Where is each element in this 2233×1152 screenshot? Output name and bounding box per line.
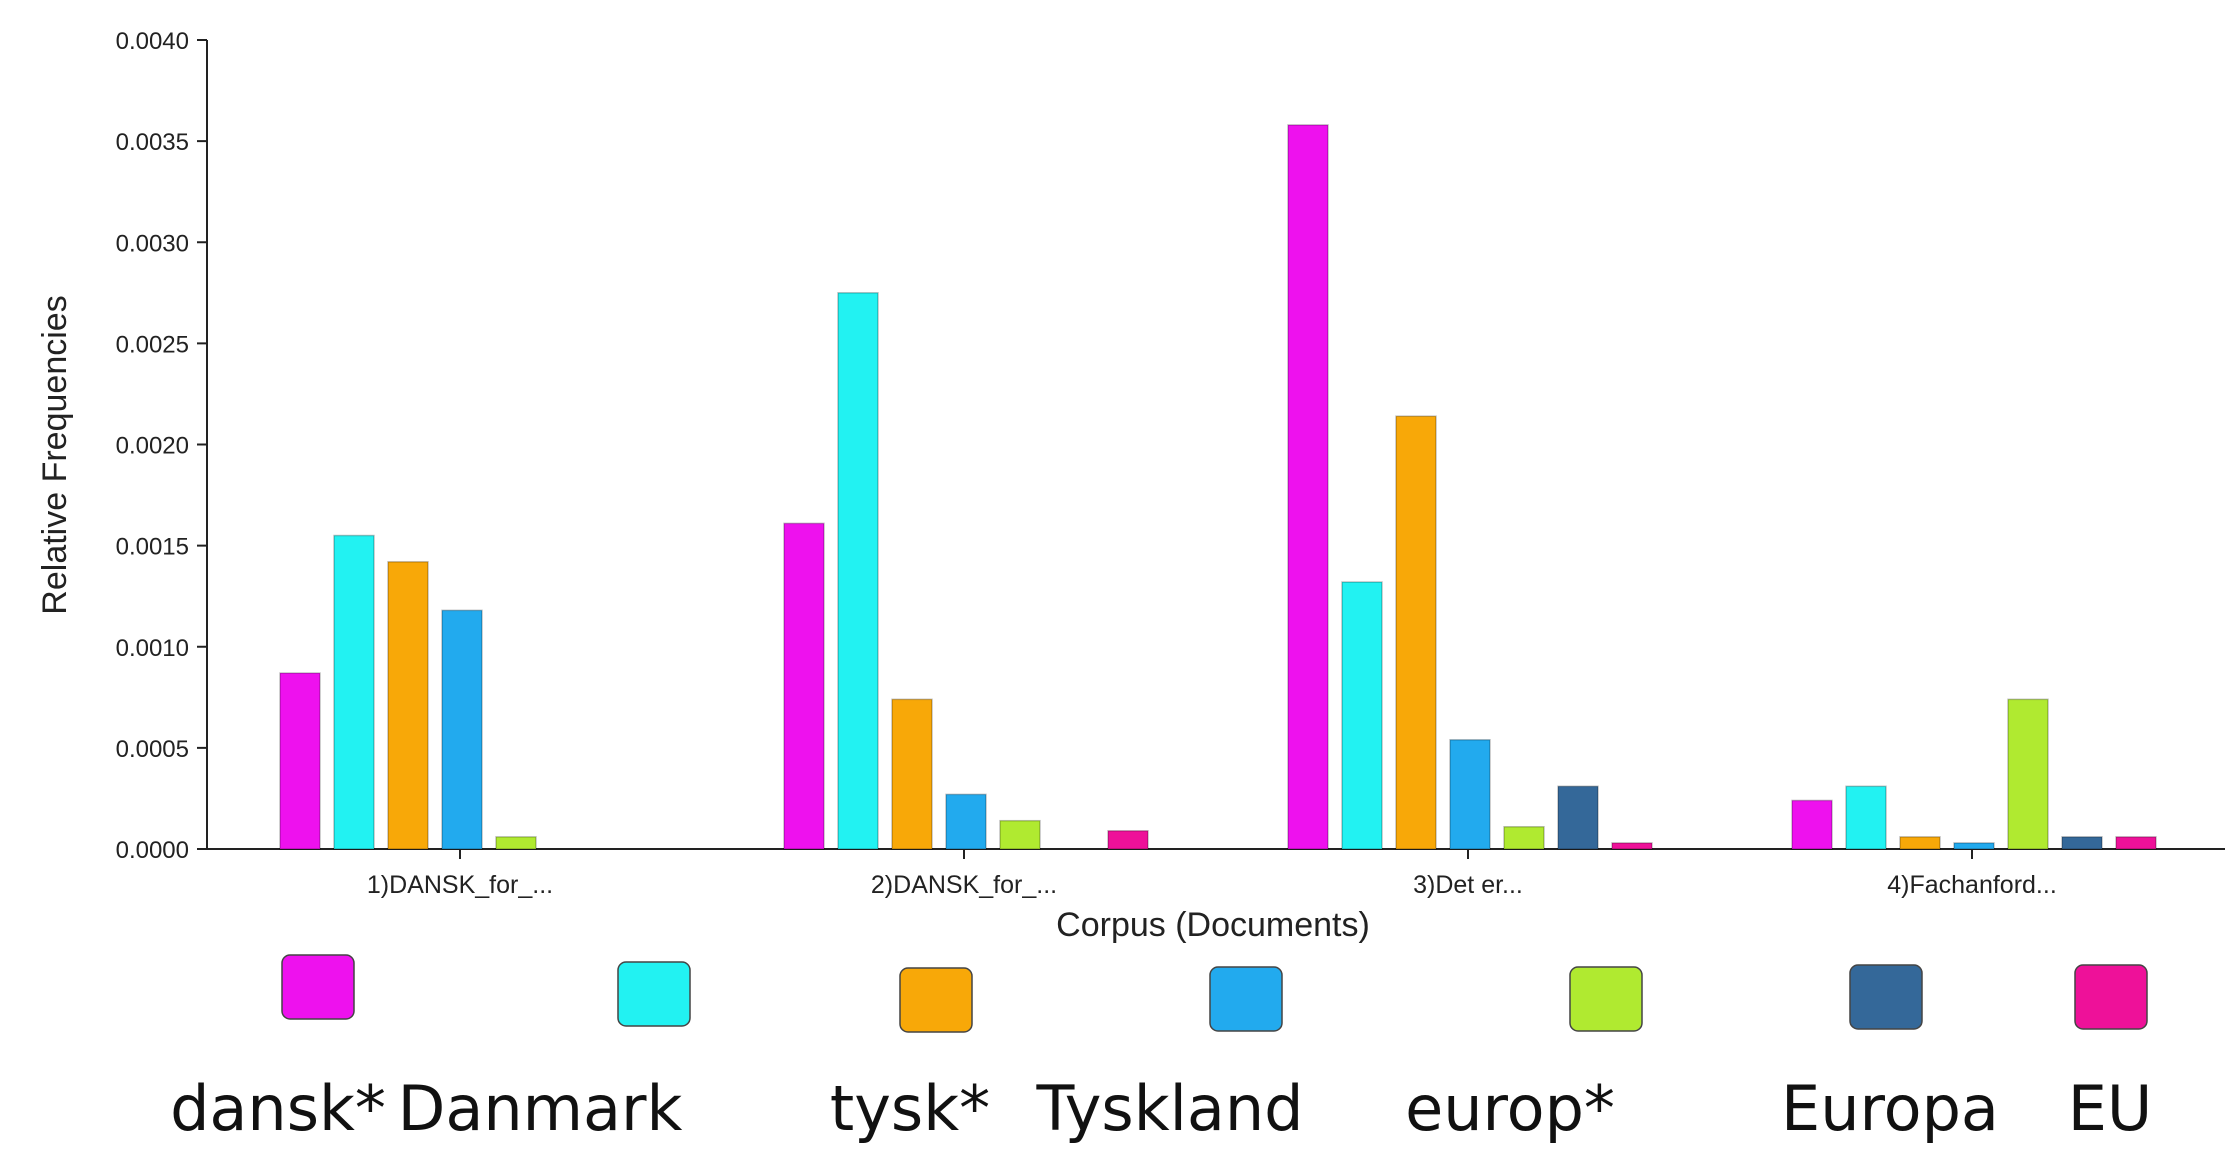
- bar-dansk-4: [1791, 799, 1833, 850]
- bar-tyskland-4: [1953, 842, 1995, 850]
- bar-europ-4: [2007, 698, 2049, 850]
- bar-europa-3: [1557, 785, 1599, 850]
- x-tick-label: 1)DANSK_for_...: [367, 871, 553, 899]
- legend-swatch-6: [1849, 964, 1923, 1030]
- y-tick-label: 0.0000: [116, 837, 189, 864]
- bar-tyskland-1: [441, 609, 483, 850]
- bar-tyskland-2: [945, 793, 987, 850]
- legend: dansk* Danmark tysk* Tyskland europ* Europa EU: [170, 954, 2153, 1145]
- y-tick-label: 0.0040: [116, 28, 189, 55]
- legend-label-5: europ*: [1405, 1072, 1615, 1145]
- bar-eu-2: [1107, 830, 1149, 850]
- bar-tysk-2: [891, 698, 933, 850]
- y-tick-label: 0.0005: [116, 736, 189, 763]
- bar-danmark-1: [333, 534, 375, 850]
- bar-tyskland-3: [1449, 739, 1491, 850]
- bar-europ-1: [495, 836, 537, 850]
- legend-label-4: Tyskland: [1036, 1072, 1304, 1145]
- y-tick-label: 0.0035: [116, 129, 189, 156]
- bar-europ-3: [1503, 826, 1545, 850]
- y-tick-label: 0.0025: [116, 331, 189, 358]
- bar-europ-2: [999, 819, 1041, 850]
- legend-swatch-3: [899, 967, 973, 1033]
- legend-swatch-4: [1209, 966, 1283, 1032]
- legend-swatch-1: [281, 954, 355, 1020]
- y-tick-label: 0.0010: [116, 635, 189, 662]
- x-tick-label: 2)DANSK_for_...: [871, 871, 1057, 899]
- bars-group: [279, 124, 2157, 850]
- y-axis: 0.0000 0.0005 0.0010 0.0015 0.0020 0.0025 0.00…: [116, 28, 208, 864]
- bar-eu-4: [2115, 836, 2157, 850]
- bar-danmark-3: [1341, 581, 1383, 850]
- legend-label-1: dansk*: [170, 1072, 386, 1145]
- x-tick-label: 3)Det er...: [1413, 871, 1523, 899]
- bar-danmark-4: [1845, 785, 1887, 850]
- legend-label-2: Danmark: [398, 1072, 683, 1145]
- legend-swatch-2: [617, 961, 691, 1027]
- bar-dansk-3: [1287, 124, 1329, 850]
- bar-dansk-2: [783, 522, 825, 850]
- x-axis-title: Corpus (Documents): [1056, 906, 1370, 944]
- x-axis: 1)DANSK_for_... 2)DANSK_for_... 3)Det er..…: [207, 848, 2225, 899]
- y-tick-label: 0.0020: [116, 433, 189, 460]
- bar-tysk-4: [1899, 836, 1941, 850]
- bar-eu-3: [1611, 842, 1653, 850]
- legend-swatch-7: [2074, 964, 2148, 1030]
- legend-swatch-5: [1569, 966, 1643, 1032]
- y-axis-title: Relative Frequencies: [36, 295, 74, 614]
- y-tick-label: 0.0030: [116, 230, 189, 257]
- bar-tysk-1: [387, 561, 429, 850]
- legend-label-7: EU: [2068, 1072, 2153, 1145]
- bar-danmark-2: [837, 292, 879, 850]
- legend-label-3: tysk*: [830, 1072, 990, 1145]
- bar-europa-4: [2061, 836, 2103, 850]
- legend-label-6: Europa: [1781, 1072, 1999, 1145]
- bar-dansk-1: [279, 672, 321, 850]
- x-tick-label: 4)Fachanford...: [1887, 871, 2057, 899]
- y-tick-label: 0.0015: [116, 534, 189, 561]
- bar-tysk-3: [1395, 415, 1437, 850]
